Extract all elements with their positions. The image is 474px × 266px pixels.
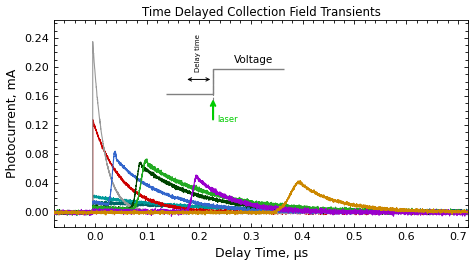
X-axis label: Delay Time, μs: Delay Time, μs <box>215 247 308 260</box>
Y-axis label: Photocurrent, mA: Photocurrent, mA <box>6 69 18 178</box>
Title: Time Delayed Collection Field Transients: Time Delayed Collection Field Transients <box>142 6 381 19</box>
